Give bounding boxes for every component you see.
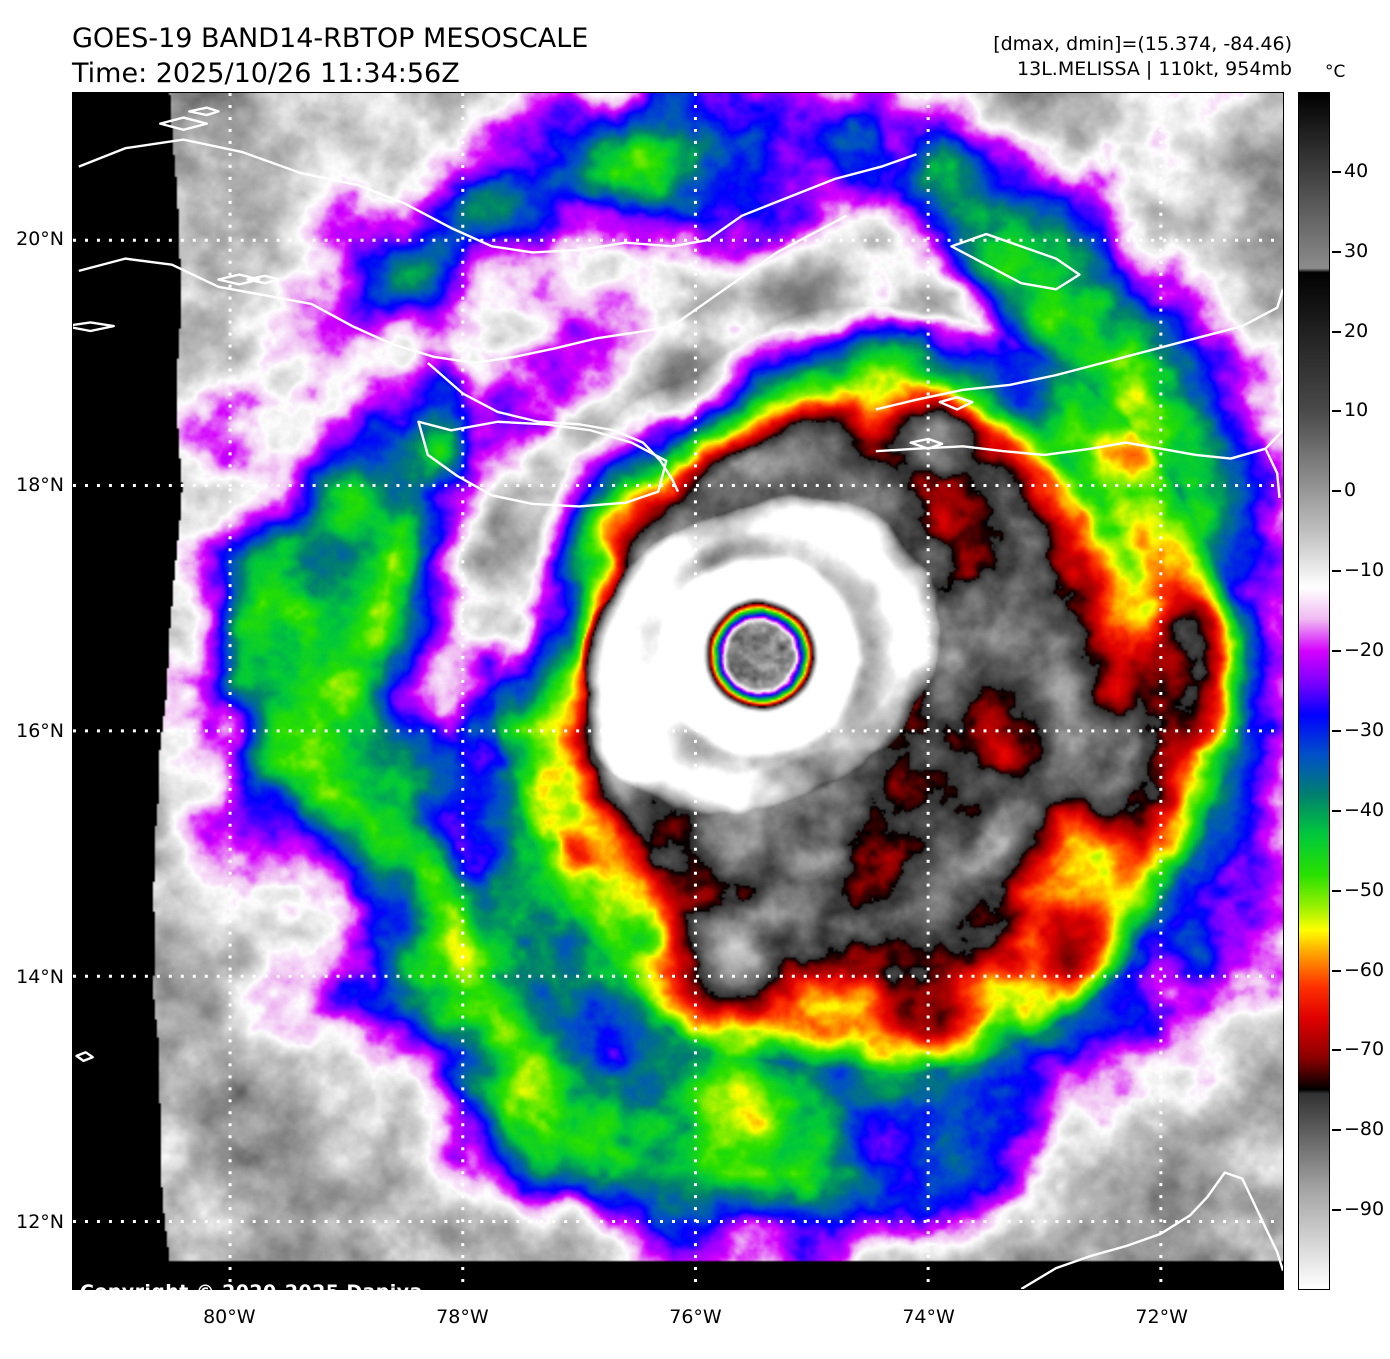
- colorbar-tick-label: −60: [1344, 958, 1385, 981]
- colorbar-tick: [1332, 1209, 1341, 1212]
- colorbar-tick: [1332, 889, 1341, 892]
- lat-tick-label: 20°N: [16, 228, 64, 251]
- lon-tick-label: 80°W: [203, 1306, 256, 1328]
- colorbar-tick: [1332, 490, 1341, 493]
- colorbar-tick: [1332, 1049, 1341, 1052]
- colorbar-tick: [1332, 969, 1341, 972]
- lat-tick-label: 14°N: [16, 965, 64, 988]
- lon-tick-label: 72°W: [1135, 1306, 1188, 1328]
- colorbar-tick-label: 30: [1344, 239, 1369, 262]
- colorbar-tick-label: −80: [1344, 1118, 1385, 1141]
- colorbar-tick-label: −90: [1344, 1198, 1385, 1221]
- colorbar-tick: [1332, 1129, 1341, 1132]
- lon-tick-label: 74°W: [902, 1306, 955, 1328]
- colorbar-tick-label: −40: [1344, 798, 1385, 821]
- colorbar-tick: [1332, 729, 1341, 732]
- colorbar-units-label: °C: [1325, 62, 1346, 82]
- dmax-dmin-label: [dmax, dmin]=(15.374, -84.46): [993, 33, 1292, 55]
- colorbar-tick-label: 40: [1344, 159, 1369, 182]
- colorbar-tick: [1332, 170, 1341, 173]
- lat-tick-label: 12°N: [16, 1211, 64, 1234]
- colorbar-tick: [1332, 250, 1341, 253]
- colorbar-tick-label: 10: [1344, 399, 1369, 422]
- satellite-imagery-canvas: [73, 93, 1283, 1289]
- colorbar-gradient: [1299, 93, 1329, 1289]
- title-block: GOES-19 BAND14-RBTOP MESOSCALE Time: 202…: [72, 22, 588, 91]
- colorbar-tick: [1332, 650, 1341, 653]
- timestamp-label: Time: 2025/10/26 11:34:56Z: [72, 57, 460, 89]
- metadata-block: [dmax, dmin]=(15.374, -84.46) 13L.MELISS…: [993, 32, 1292, 81]
- colorbar-tick: [1332, 570, 1341, 573]
- colorbar-tick-label: −20: [1344, 639, 1385, 662]
- lon-tick-label: 76°W: [669, 1306, 722, 1328]
- lat-tick-label: 18°N: [16, 474, 64, 497]
- colorbar-tick-label: 0: [1344, 479, 1357, 502]
- colorbar-tick-label: −30: [1344, 718, 1385, 741]
- page-title: GOES-19 BAND14-RBTOP MESOSCALE: [72, 23, 589, 54]
- colorbar-tick-label: −70: [1344, 1038, 1385, 1061]
- lat-tick-label: 16°N: [16, 719, 64, 742]
- copyright-label: Copyright © 2020-2025 Dapiya: [80, 1281, 423, 1303]
- colorbar-tick: [1332, 330, 1341, 333]
- colorbar-tick: [1332, 410, 1341, 413]
- colorbar-tick-label: −50: [1344, 878, 1385, 901]
- satellite-image-plot: [72, 92, 1284, 1290]
- colorbar-tick-label: −10: [1344, 559, 1385, 582]
- colorbar: [1298, 92, 1330, 1290]
- lon-tick-label: 78°W: [436, 1306, 489, 1328]
- storm-info-label: 13L.MELISSA | 110kt, 954mb: [1017, 57, 1292, 80]
- colorbar-tick: [1332, 809, 1341, 812]
- colorbar-tick-label: 20: [1344, 319, 1369, 342]
